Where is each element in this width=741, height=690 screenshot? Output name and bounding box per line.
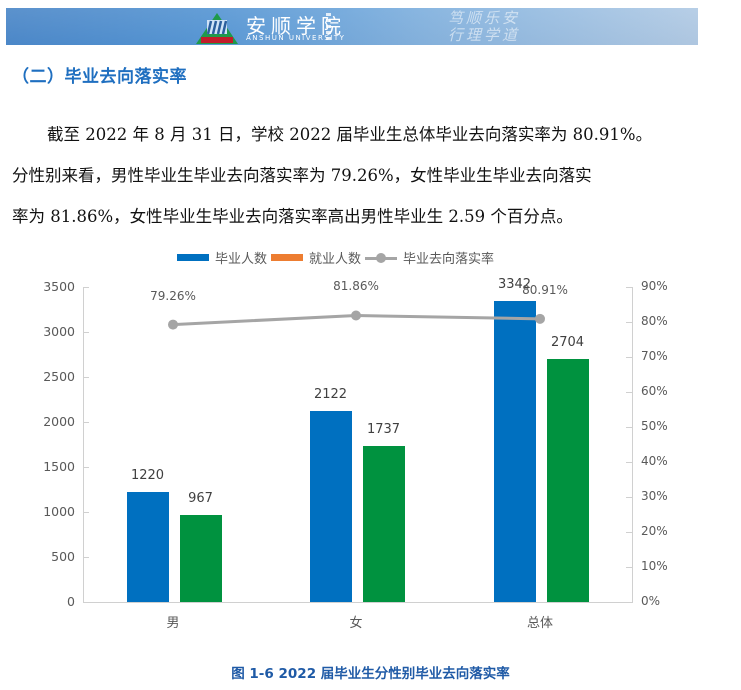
legend-line-marker-icon (365, 252, 398, 263)
chart-legend: 毕业人数 就业人数 毕业去向落实率 (177, 248, 498, 267)
legend-item-graduates: 毕业人数 (177, 248, 267, 267)
rate-value-label: 80.91% (522, 282, 568, 297)
bar-employed (546, 358, 589, 602)
left-tick-mark (83, 467, 89, 468)
rate-value-label: 81.86% (333, 279, 379, 294)
bar-value-label: 1220 (130, 468, 165, 484)
left-axis-line (83, 287, 84, 602)
right-axis-tick-label: 0% (641, 594, 661, 608)
x-axis-line (83, 602, 633, 603)
left-axis-tick-label: 500 (51, 549, 75, 564)
bar-graduates (309, 411, 352, 602)
legend-swatch-orange-icon (271, 254, 304, 261)
right-tick-mark (626, 532, 632, 533)
motto: 笃顺乐安 行理学道 (448, 10, 528, 44)
x-axis-category-label: 男 (166, 616, 180, 631)
right-tick-mark (626, 427, 632, 428)
bar-graduates (126, 492, 169, 602)
right-axis-tick-label: 20% (641, 524, 668, 538)
legend-item-employed: 就业人数 (271, 248, 361, 267)
right-axis-tick-label: 40% (641, 454, 668, 468)
university-logo-icon (196, 13, 238, 44)
figure-caption: 图 1-6 2022 届毕业生分性别毕业去向落实率 (231, 666, 510, 682)
legend-label: 就业人数 (309, 252, 362, 267)
right-axis-tick-label: 50% (641, 419, 668, 433)
combo-chart: 毕业人数 就业人数 毕业去向落实率 0 500 1000 1500 2000 2500 30… (0, 240, 741, 640)
banner-shade (6, 8, 698, 45)
body-paragraph: 截至 2022 年 8 月 31 日，学校 2022 届毕业生总体毕业去向落实率… (12, 114, 712, 237)
motto-line-1: 笃顺乐安 (448, 9, 521, 27)
bar-value-label: 3342 (497, 277, 532, 293)
bar-value-label: 967 (188, 490, 213, 506)
paragraph-line-3: 率为 81.86%，女性毕业生毕业去向落实率高出男性毕业生 2.59 个百分点。 (12, 207, 573, 226)
legend-label: 毕业去向落实率 (403, 252, 495, 267)
motto-line-2: 行理学道 (448, 26, 521, 44)
left-tick-mark (83, 512, 89, 513)
bar-value-label: 1737 (366, 421, 401, 437)
left-axis-tick-label: 3000 (43, 324, 75, 339)
left-tick-mark (83, 287, 89, 288)
left-axis-tick-label: 1000 (43, 504, 75, 519)
right-tick-mark (626, 567, 632, 568)
header-banner: 安顺学院 ANSHUN UNIVERSITY 笃顺乐安 行理学道 (6, 8, 698, 45)
left-axis-tick-label: 2000 (43, 414, 75, 429)
left-tick-mark (83, 422, 89, 423)
legend-swatch-blue-icon (177, 254, 209, 261)
left-axis-tick-label: 1500 (43, 459, 75, 474)
left-axis-tick-label: 2500 (43, 369, 75, 384)
right-tick-mark (626, 462, 632, 463)
left-tick-mark (83, 377, 89, 378)
school-name-cn: 安顺学院 (246, 14, 346, 38)
right-tick-mark (626, 322, 632, 323)
left-tick-mark (83, 332, 89, 333)
right-tick-mark (626, 497, 632, 498)
right-axis-tick-label: 60% (641, 384, 668, 398)
legend-label: 毕业人数 (215, 252, 268, 267)
right-axis-tick-label: 30% (641, 489, 668, 503)
left-axis-tick-label: 0 (67, 594, 75, 609)
x-axis-category-label: 女 (349, 616, 363, 631)
vertical-small-text (326, 13, 331, 41)
right-tick-mark (626, 602, 632, 603)
right-axis-line (632, 287, 633, 602)
right-axis-tick-label: 80% (641, 314, 668, 328)
right-axis-tick-label: 10% (641, 559, 668, 573)
x-axis-category-label: 总体 (526, 616, 553, 631)
bar-value-label: 2704 (550, 334, 585, 350)
paragraph-line-1: 截至 2022 年 8 月 31 日，学校 2022 届毕业生总体毕业去向落实率… (47, 125, 653, 144)
legend-item-rate: 毕业去向落实率 (365, 248, 494, 267)
rate-point-marker-icon (168, 319, 178, 330)
bar-value-label: 2122 (313, 387, 348, 403)
bar-employed (362, 445, 405, 602)
rate-value-label: 79.26% (150, 288, 196, 303)
right-tick-mark (626, 287, 632, 288)
paragraph-line-2: 分性别来看，男性毕业生毕业去向落实率为 79.26%，女性毕业生毕业去向落实 (12, 166, 592, 185)
bar-graduates (493, 301, 536, 602)
rate-point-marker-icon (535, 313, 545, 324)
bar-employed (179, 514, 222, 602)
right-tick-mark (626, 392, 632, 393)
school-name-en: ANSHUN UNIVERSITY (246, 34, 346, 42)
rate-line (168, 310, 545, 330)
left-axis-tick-label: 3500 (43, 279, 75, 294)
right-axis-tick-label: 90% (641, 279, 668, 293)
left-tick-mark (83, 602, 89, 603)
rate-point-marker-icon (351, 310, 361, 321)
left-tick-mark (83, 557, 89, 558)
right-axis-tick-label: 70% (641, 349, 668, 363)
section-title: （二）毕业去向落实率 (12, 67, 187, 87)
right-tick-mark (626, 357, 632, 358)
